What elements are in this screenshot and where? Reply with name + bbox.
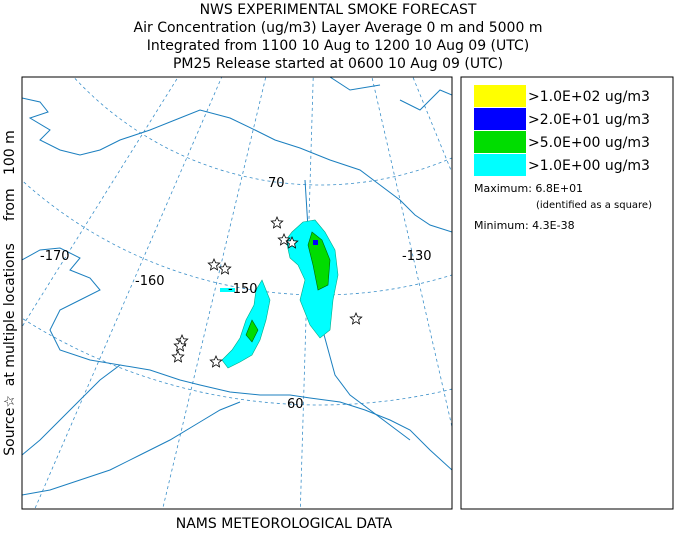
legend-swatch (474, 85, 526, 107)
source-star (349, 311, 363, 325)
legend-label: >1.0E+00 ug/m3 (528, 158, 650, 174)
map-label: 70 (268, 176, 285, 191)
map (22, 77, 452, 509)
minimum: Minimum: 4.3E-38 (474, 219, 575, 232)
map-label: -170 (40, 249, 70, 264)
map-label: -150 (228, 282, 258, 297)
subtitle: Air Concentration (ug/m3) Layer Average … (134, 20, 543, 36)
map-label: -160 (135, 274, 165, 289)
source-star (218, 261, 232, 275)
map-label: -130 (402, 249, 432, 264)
legend-swatch (474, 131, 526, 153)
smoke (220, 219, 339, 369)
title: NWS EXPERIMENTAL SMOKE FORECAST (200, 2, 477, 18)
side-label: Source☆ at multiple locations from 100 m (2, 130, 18, 456)
source-star (285, 235, 299, 249)
map-label: 60 (287, 397, 304, 412)
source-star (270, 215, 284, 229)
source-star (209, 354, 223, 368)
subtitle: PM25 Release started at 0600 10 Aug 09 (… (173, 56, 503, 72)
maximum-note: (identified as a square) (536, 200, 652, 211)
source-star (277, 232, 291, 246)
footer: NAMS METEOROLOGICAL DATA (176, 516, 393, 532)
source-markers (171, 215, 363, 368)
legend-label: >2.0E+01 ug/m3 (528, 112, 650, 128)
map-frame (21, 76, 453, 510)
legend-label: >1.0E+02 ug/m3 (528, 89, 650, 105)
legend-label: >5.0E+00 ug/m3 (528, 135, 650, 151)
maximum: Maximum: 6.8E+01 (474, 182, 583, 195)
legend-swatch (474, 154, 526, 176)
legend: >1.0E+02 ug/m3 >2.0E+01 ug/m3 >5.0E+00 ug/… (474, 85, 652, 232)
legend-frame (460, 76, 674, 510)
subtitle: Integrated from 1100 10 Aug to 1200 10 A… (147, 38, 530, 54)
legend-swatch (474, 108, 526, 130)
source-star (173, 338, 187, 352)
source-star (207, 257, 221, 271)
source-star (171, 349, 185, 363)
